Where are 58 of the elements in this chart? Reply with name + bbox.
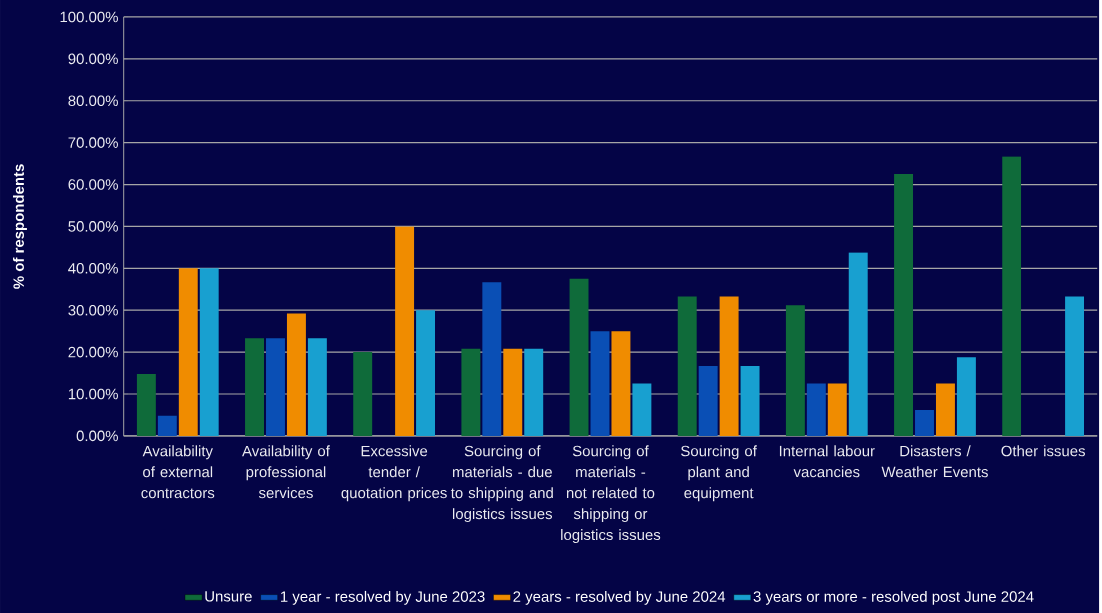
y-tick-label: 0.00% [76,430,118,441]
bar [157,415,177,436]
bar [503,348,523,436]
bar [524,348,544,436]
y-axis-title: % of respondents [12,164,27,289]
x-tick-label: Other issues [1001,445,1085,457]
x-tick-label: Disasters / Weather Events [881,445,988,478]
legend-label: Unsure [205,590,252,602]
bar [785,304,805,436]
bar [935,383,955,436]
y-tick-label: 90.00% [68,53,118,64]
legend-label: 1 year - resolved by June 2023 [281,590,485,605]
bar [395,226,415,436]
bar [461,348,481,436]
bar [806,383,826,436]
bar [956,356,976,436]
x-tick-label: Internal labour vacancies [779,445,875,478]
y-tick-label: 70.00% [68,137,118,148]
legend-label: 3 years or more - resolved post June 2024 [753,590,1034,605]
bar [719,296,739,436]
y-tick-label: 20.00% [68,346,118,358]
bar [740,365,760,436]
bar [136,373,156,436]
bar [677,296,697,436]
bar [416,309,436,436]
y-tick-label: 60.00% [68,179,118,190]
bar [307,338,327,436]
bar [1002,156,1022,436]
bar [1065,296,1085,436]
y-tick-label: 40.00% [68,262,118,274]
bar [827,383,847,436]
x-tick-label: Sourcing of materials - due to shipping and logistics issues [450,445,553,522]
bar [178,268,198,436]
bar [266,338,285,436]
y-tick-label: 50.00% [68,220,118,232]
bar [286,313,306,436]
bar [569,278,589,436]
legend-label: 2 years - resolved by June 2024 [513,590,726,605]
bar [632,383,652,436]
y-tick-label: 10.00% [68,388,118,400]
bar [894,173,914,436]
bar [848,252,868,436]
x-tick-label: Availability of external contractors [141,445,215,498]
bar [199,268,219,436]
bar [353,351,373,436]
bar [698,365,718,436]
x-tick-label: Excessive tender / quotation prices [341,445,447,501]
x-tick-label: Availability of professional services [242,445,330,498]
bar [611,330,631,436]
bar [590,330,610,436]
x-tick-label: Sourcing of materials - not related to shipping or logistics issues [561,445,661,543]
bar [482,281,502,436]
bar [245,338,265,436]
y-tick-label: 80.00% [68,95,118,106]
y-tick-label: 30.00% [68,304,118,316]
y-tick-label: 100.00% [60,11,118,23]
x-tick-label: Sourcing of plant and equipment [681,445,757,501]
bar [915,409,934,436]
